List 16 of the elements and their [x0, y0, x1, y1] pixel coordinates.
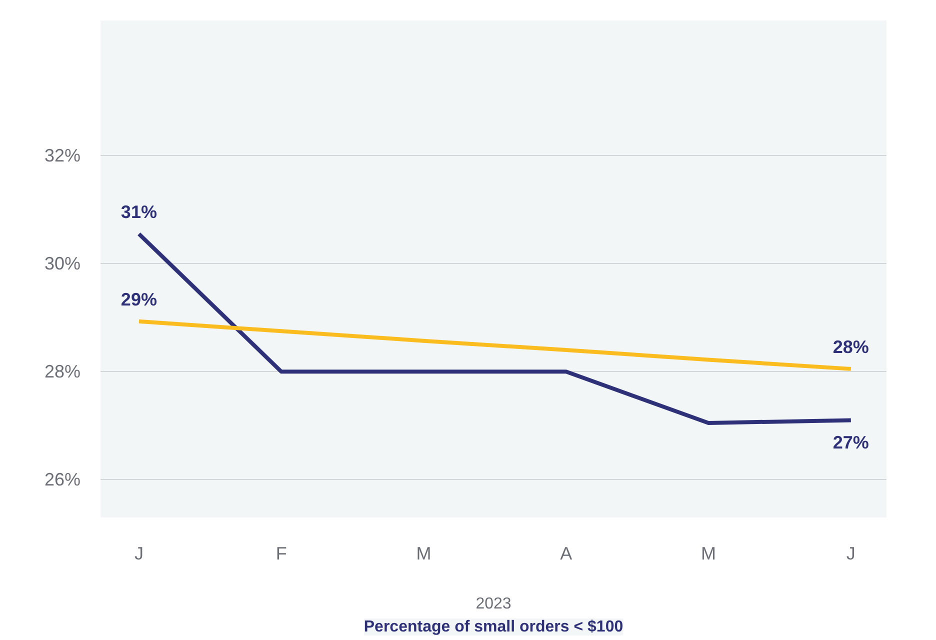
y-tick-label: 30%	[44, 254, 81, 274]
data-label: 29%	[120, 289, 157, 310]
x-tick-label: A	[560, 544, 572, 564]
x-tick-label: F	[276, 544, 287, 564]
x-tick-label: M	[416, 544, 432, 564]
x-axis-title: 2023	[476, 596, 512, 612]
data-label: 31%	[120, 202, 157, 222]
x-tick-label: J	[846, 544, 856, 564]
x-tick-label: J	[134, 544, 144, 564]
y-tick-label: 26%	[44, 470, 81, 490]
data-label: 27%	[832, 432, 869, 452]
y-tick-label: 32%	[44, 146, 81, 166]
x-tick-label: M	[701, 544, 716, 564]
text: Percentage of small orders < $100	[364, 618, 624, 636]
data-label: 28%	[832, 336, 869, 357]
y-tick-label: 28%	[44, 362, 81, 382]
